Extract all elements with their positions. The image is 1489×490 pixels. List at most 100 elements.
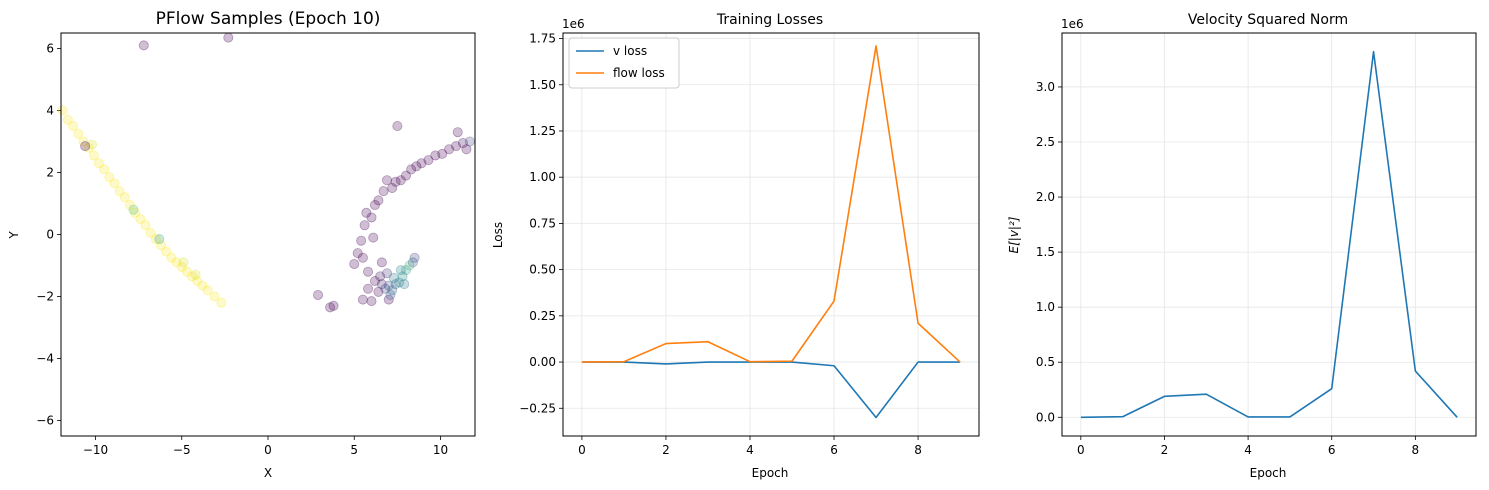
y-tick-label: 0.75 [529,216,556,230]
scatter-title: PFlow Samples (Epoch 10) [156,9,381,29]
scatter-point [209,291,220,302]
scatter-point [99,164,110,175]
scatter-point [363,266,374,277]
scatter-point [87,139,98,150]
losses-panel: Training Losses 1e6 Epoch Loss 0 2 4 6 8 −0.2… [491,12,980,480]
x-tick-label: 8 [1412,443,1420,457]
velocity-title: Velocity Squared Norm [1188,12,1348,28]
scatter-point [464,136,475,147]
scatter-point [382,175,393,186]
scatter-point [125,200,136,211]
x-tick-label: −5 [173,443,191,457]
scatter-xlabel: X [264,466,272,480]
velocity-panel: Velocity Squared Norm 1e6 Epoch E[|v|²] … [1007,12,1477,480]
series-line-1 [1080,50,1458,419]
scatter-point [88,150,99,161]
velocity-ylabel: E[|v|²] [1007,216,1021,253]
scatter-point [383,280,394,291]
losses-xlabel: Epoch [752,466,789,480]
scatter-point [313,289,324,300]
scatter-point [216,297,227,308]
scatter-point [223,32,234,43]
scatter-point [366,212,377,223]
scatter-point [181,266,192,277]
losses-ylabel: Loss [491,222,505,248]
scatter-point [156,240,167,251]
scatter-point [356,235,367,246]
losses-legend: v loss flow loss [568,37,680,89]
scatter-frame [60,32,476,437]
x-tick-label: 4 [1244,443,1252,457]
scatter-point [80,141,91,152]
scatter-point [128,204,139,215]
scatter-point [395,265,406,276]
scatter-point [376,279,387,290]
velocity-offset-text: 1e6 [1061,17,1084,31]
y-tick-label: 1.50 [529,78,556,92]
y-tick-label: 2 [46,166,54,180]
scatter-point [452,127,463,138]
scatter-point [359,220,370,231]
scatter-point [375,271,386,282]
scatter-point [93,158,104,169]
scatter-panel: PFlow Samples (Epoch 10) X Y −10 −5 0 5 10 −6… [7,9,476,480]
x-tick-label: 2 [1161,443,1169,457]
scatter-point [187,271,198,282]
losses-lines [581,45,961,419]
scatter-point [380,283,391,294]
scatter-point [197,280,208,291]
scatter-point [392,121,403,132]
scatter-point [361,207,372,218]
scatter-point [161,246,172,257]
scatter-point [368,232,379,243]
scatter-point [397,271,408,282]
scatter-point [373,286,384,297]
scatter-point [416,158,427,169]
y-tick-label: 4 [46,104,54,118]
scatter-point [171,257,182,268]
scatter-point [190,269,201,280]
scatter-point [399,279,410,290]
y-tick-label: 1.25 [529,124,556,138]
x-tick-label: 4 [746,443,754,457]
y-tick-label: −2 [36,290,54,304]
scatter-point [395,175,406,186]
y-tick-label: 0.25 [529,309,556,323]
scatter-point [387,285,398,296]
scatter-point [451,141,462,152]
y-tick-label: 0 [46,228,54,242]
y-tick-label: 0.0 [1036,410,1055,424]
scatter-point [366,296,377,307]
x-tick-label: −10 [83,443,108,457]
scatter-point [378,186,389,197]
y-tick-label: 3.0 [1036,80,1055,94]
scatter-point [357,294,368,305]
losses-title: Training Losses [716,12,823,28]
scatter-point [444,144,455,155]
scatter-point [437,148,448,159]
scatter-point [406,164,417,175]
x-tick-label: 0 [578,443,586,457]
scatter-point [352,248,363,259]
y-tick-label: 0.00 [529,355,556,369]
scatter-point [140,220,151,231]
scatter-point [363,283,374,294]
y-tick-label: 1.75 [529,32,556,46]
velocity-xlabel: Epoch [1250,466,1287,480]
scatter-point [394,277,405,288]
scatter-point [387,182,398,193]
scatter-point [154,234,165,245]
scatter-ticks: −10 −5 0 5 10 −6 −4 −2 0 2 4 6 [36,42,448,458]
scatter-point [325,302,336,313]
x-tick-label: 0 [264,443,272,457]
scatter-point [407,257,418,268]
scatter-point [68,121,79,132]
scatter-point [328,300,339,311]
scatter-point [83,142,94,153]
x-tick-label: 0 [1077,443,1085,457]
scatter-ylabel: Y [7,231,21,240]
scatter-point [73,128,84,139]
scatter-point [150,234,161,245]
velocity-grid [1062,33,1476,436]
